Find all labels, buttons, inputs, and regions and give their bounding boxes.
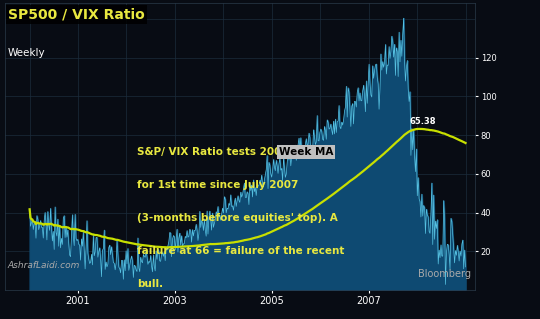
Text: Week MA: Week MA <box>279 147 333 157</box>
Text: Weekly: Weekly <box>8 48 45 58</box>
Text: (3-months before equities' top). A: (3-months before equities' top). A <box>137 213 338 223</box>
Text: SP500 / VIX Ratio: SP500 / VIX Ratio <box>8 8 145 21</box>
Text: Bloomberg: Bloomberg <box>417 269 470 279</box>
Text: for 1st time since July 2007: for 1st time since July 2007 <box>137 180 298 190</box>
Text: bull.: bull. <box>137 279 163 289</box>
Text: S&P/ VIX Ratio tests 200: S&P/ VIX Ratio tests 200 <box>137 147 281 157</box>
Text: failure at 66 = failure of the recent: failure at 66 = failure of the recent <box>137 246 345 256</box>
Text: 65.38: 65.38 <box>410 117 436 126</box>
Text: AshrafLaidi.com: AshrafLaidi.com <box>8 261 80 270</box>
